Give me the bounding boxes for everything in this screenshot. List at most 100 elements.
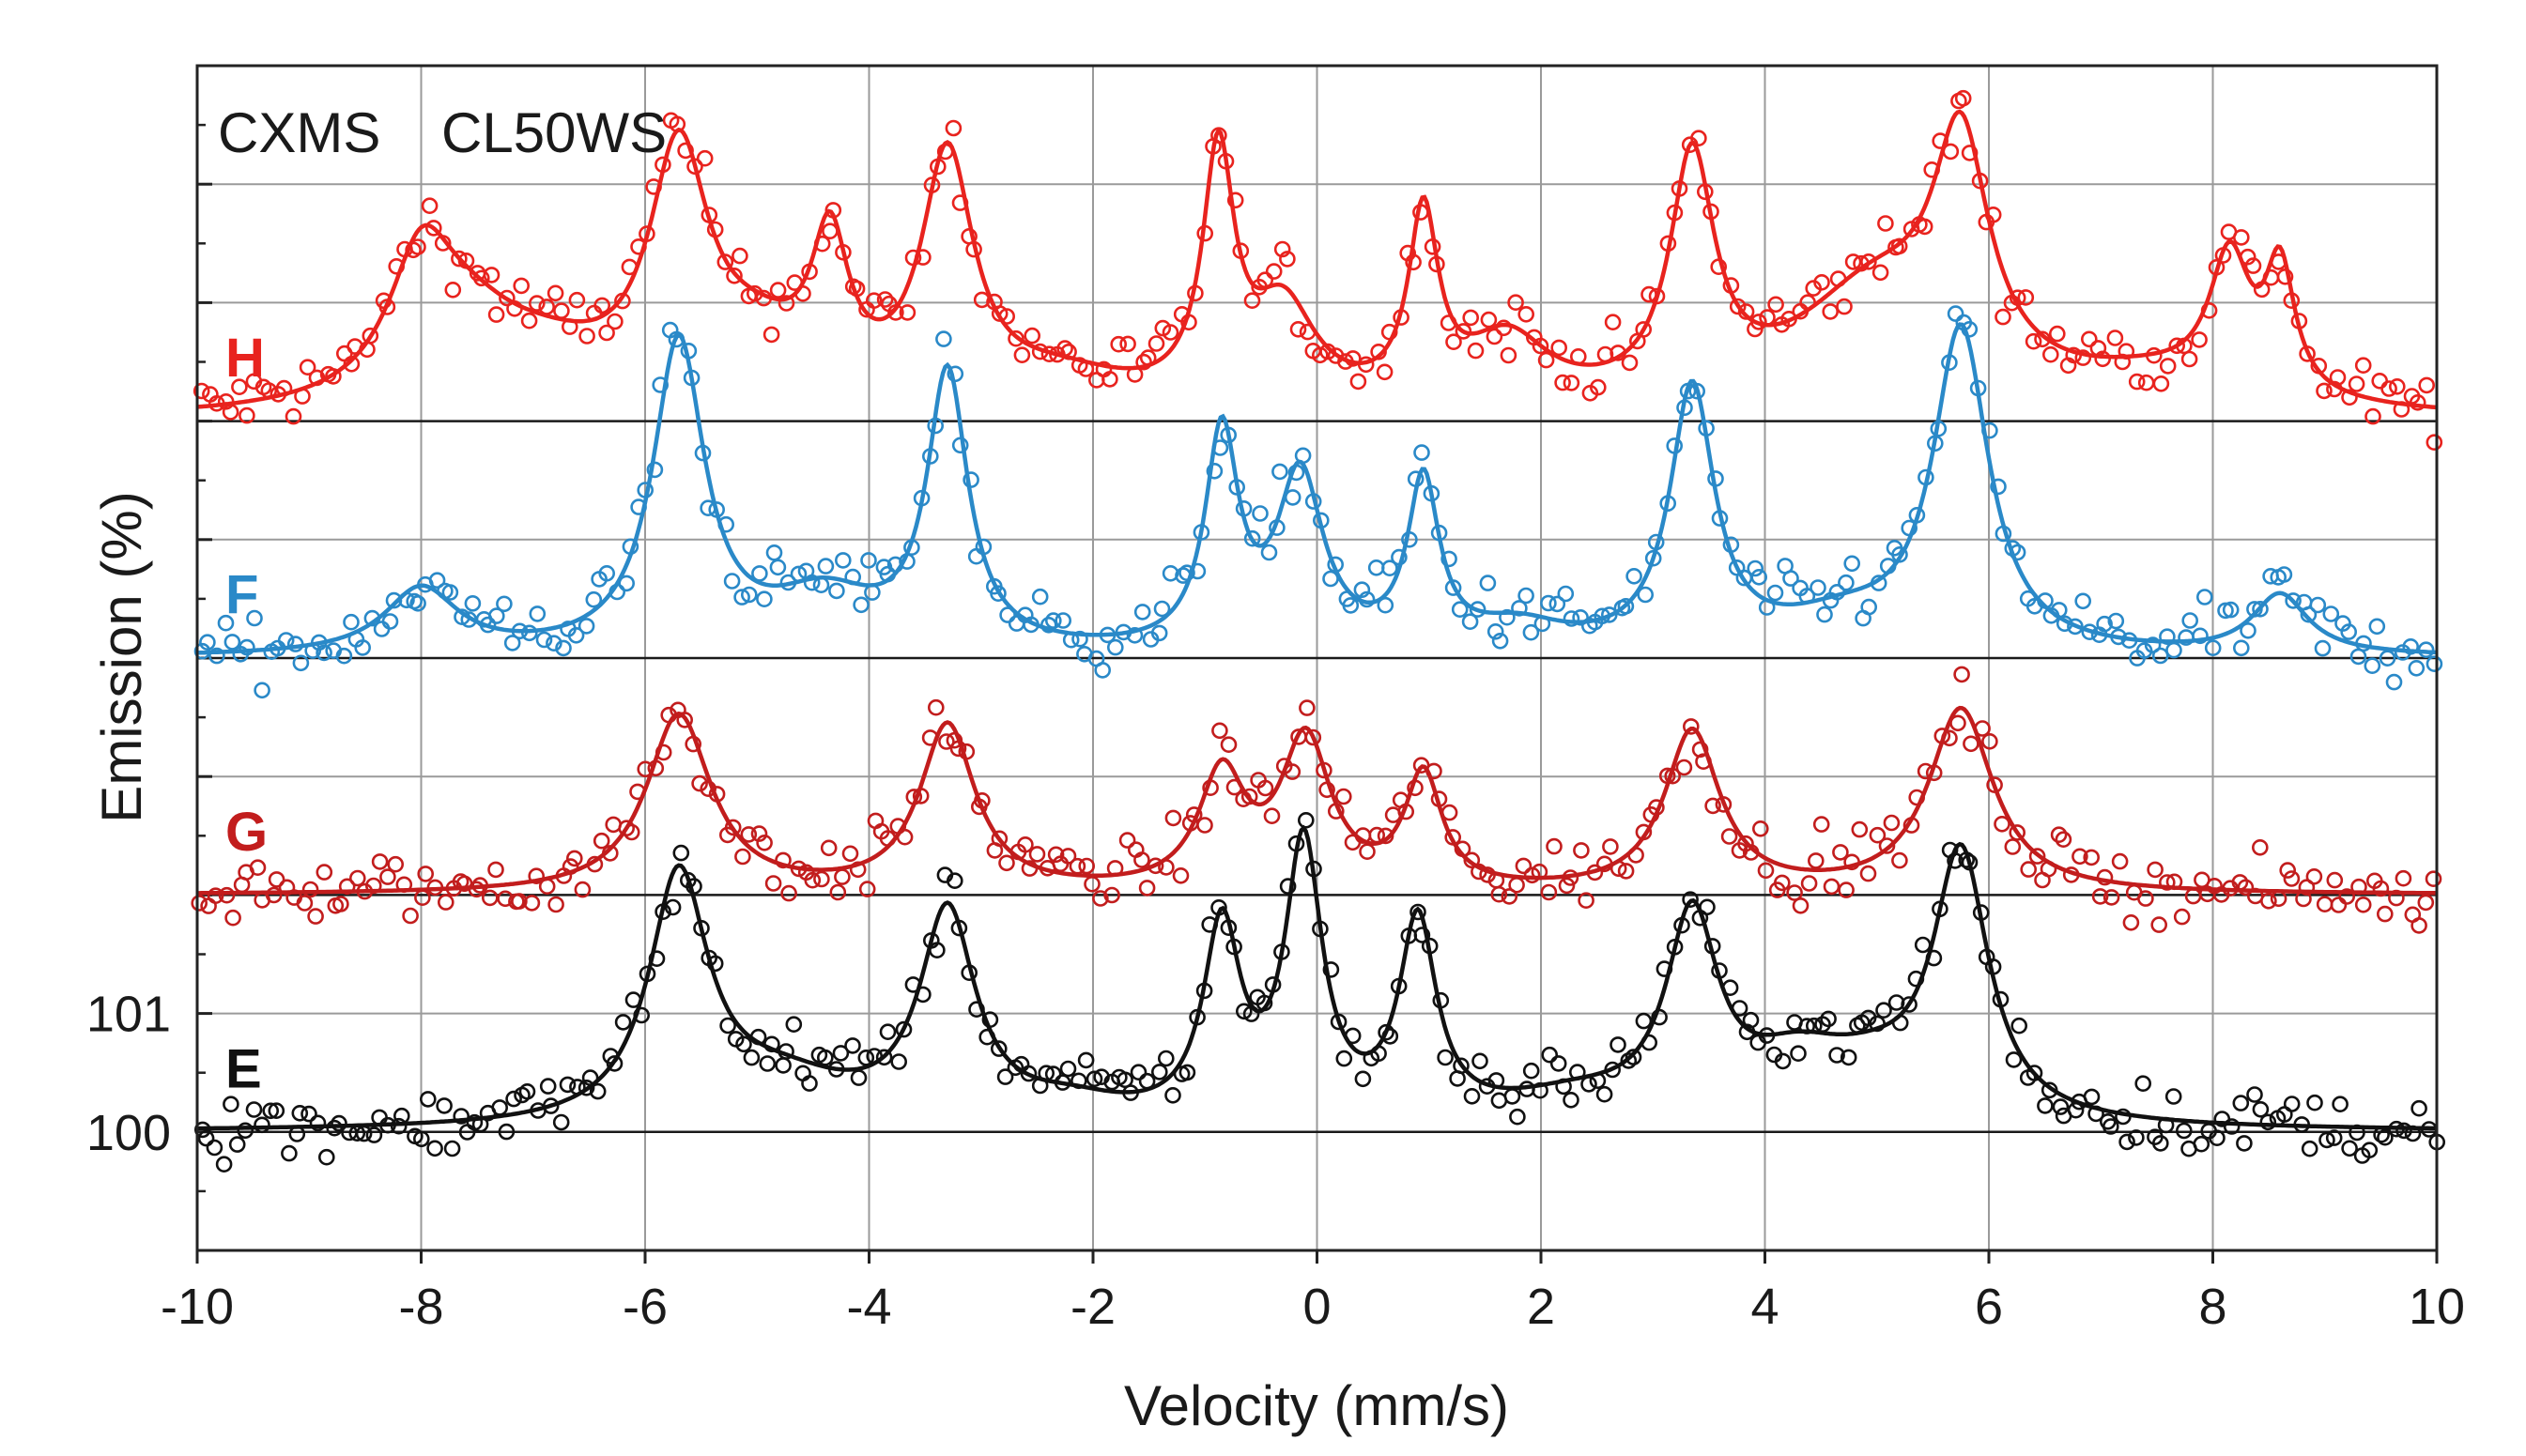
- data-point: [1335, 788, 1352, 805]
- data-point: [520, 312, 538, 330]
- x-tick-label: 8: [2198, 1279, 2226, 1335]
- data-point: [2348, 375, 2365, 392]
- data-point: [1158, 859, 1175, 876]
- data-point: [421, 197, 439, 214]
- data-point: [2118, 1133, 2135, 1151]
- data-point: [1562, 869, 1579, 886]
- data-point: [1813, 273, 1830, 291]
- series-G: G: [191, 666, 2442, 934]
- data-point: [1101, 371, 1118, 388]
- data-point: [750, 825, 768, 842]
- data-point: [2388, 1120, 2405, 1138]
- data-point: [2364, 407, 2381, 425]
- data-point: [567, 626, 585, 644]
- data-point: [546, 635, 562, 652]
- data-point: [1008, 615, 1025, 632]
- data-point: [1354, 1070, 1372, 1088]
- data-point: [395, 876, 413, 894]
- data-point: [2246, 1086, 2263, 1103]
- data-point: [2209, 1129, 2226, 1146]
- data-point: [453, 1108, 470, 1125]
- data-point: [1062, 631, 1080, 649]
- data-point: [2052, 1098, 2070, 1115]
- data-point: [1757, 862, 1775, 880]
- data-point: [1722, 536, 1740, 554]
- data-point: [1758, 599, 1776, 616]
- data-point: [1084, 875, 1101, 893]
- data-point: [2037, 592, 2054, 609]
- data-point: [946, 872, 963, 890]
- data-point: [775, 1057, 792, 1074]
- data-point: [1555, 1078, 1572, 1096]
- data-point: [676, 712, 694, 728]
- data-point: [1381, 559, 1398, 577]
- data-point: [1786, 884, 1803, 901]
- data-point: [2246, 601, 2263, 618]
- y-tick-label: 101: [86, 987, 171, 1043]
- data-point: [765, 544, 783, 561]
- data-point: [1986, 776, 2003, 793]
- data-point: [668, 330, 685, 348]
- data-point: [1890, 238, 1908, 255]
- data-point: [923, 176, 941, 193]
- data-point: [1069, 857, 1086, 875]
- data-point: [578, 618, 595, 635]
- data-point: [294, 388, 311, 405]
- data-point: [371, 853, 389, 870]
- data-point: [1263, 807, 1281, 825]
- data-point: [1428, 255, 1445, 273]
- data-point: [1731, 1000, 1748, 1017]
- data-point: [286, 636, 304, 652]
- data-point: [2237, 879, 2255, 897]
- data-point: [1187, 284, 1204, 302]
- data-point: [975, 538, 993, 556]
- data-point: [1640, 285, 1657, 303]
- data-point: [1413, 444, 1430, 461]
- data-point: [2223, 1118, 2241, 1135]
- data-point: [816, 1049, 834, 1066]
- data-point: [1933, 728, 1951, 744]
- data-point: [2354, 896, 2372, 913]
- data-point: [973, 291, 991, 309]
- data-point: [2096, 868, 2114, 886]
- data-point: [1421, 937, 1439, 955]
- data-point: [2165, 873, 2183, 891]
- data-point: [398, 591, 415, 609]
- data-point: [2065, 346, 2082, 364]
- data-point: [2009, 289, 2026, 307]
- data-point: [574, 881, 592, 898]
- data-point: [1590, 378, 1607, 396]
- data-point: [528, 867, 546, 885]
- data-point: [1195, 982, 1213, 1000]
- data-point: [1969, 379, 1987, 397]
- data-point: [1393, 309, 1409, 326]
- data-point: [1511, 600, 1528, 617]
- data-point: [813, 870, 830, 888]
- data-point: [1370, 1045, 1387, 1063]
- data-point: [740, 826, 758, 843]
- data-point: [1243, 529, 1261, 547]
- data-point: [412, 1130, 430, 1148]
- data-point: [834, 868, 851, 885]
- data-point: [732, 247, 748, 265]
- data-point: [779, 574, 797, 591]
- data-point: [1737, 303, 1755, 320]
- data-point: [1961, 320, 1979, 338]
- data-point: [1255, 994, 1273, 1012]
- data-point: [2040, 860, 2057, 878]
- data-point: [685, 735, 702, 753]
- data-point: [1499, 608, 1516, 626]
- data-point: [419, 1091, 437, 1108]
- data-point: [1558, 877, 1576, 895]
- data-point: [1236, 1003, 1253, 1020]
- data-point: [1344, 834, 1362, 851]
- data-point: [1625, 567, 1642, 585]
- data-point: [1572, 608, 1589, 626]
- data-point: [2055, 831, 2072, 849]
- data-point: [581, 1069, 599, 1086]
- data-point: [1289, 320, 1307, 338]
- data-point: [1816, 605, 1833, 623]
- data-point: [1742, 844, 1760, 861]
- data-point: [2128, 373, 2146, 391]
- data-point: [2051, 602, 2068, 619]
